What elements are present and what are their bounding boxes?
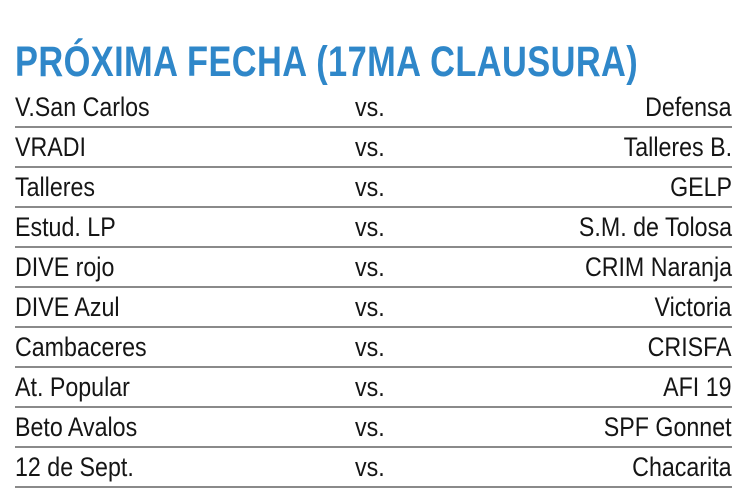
away-team: S.M. de Tolosa: [578, 212, 732, 242]
versus-label: vs.: [355, 412, 385, 442]
fixture-row: Talleres vs. GELP: [15, 168, 732, 208]
versus-label: vs.: [355, 452, 385, 482]
versus-label: vs.: [355, 332, 385, 362]
fixture-row: V.San Carlos vs. Defensa: [15, 88, 732, 128]
fixture-row: Estud. LP vs. S.M. de Tolosa: [15, 208, 732, 248]
away-team: Victoria: [654, 292, 732, 322]
home-team: DIVE rojo: [15, 252, 115, 282]
away-team: Defensa: [645, 92, 732, 122]
home-team: V.San Carlos: [15, 92, 150, 122]
fixture-row: Cambaceres vs. CRISFA: [15, 328, 732, 368]
home-team: Beto Avalos: [15, 412, 138, 442]
home-team: 12 de Sept.: [15, 452, 134, 482]
home-team: DIVE Azul: [15, 292, 120, 322]
away-team: SPF Gonnet: [604, 412, 732, 442]
fixture-row: Beto Avalos vs. SPF Gonnet: [15, 408, 732, 448]
fixture-row: DIVE rojo vs. CRIM Naranja: [15, 248, 732, 288]
fixture-row: At. Popular vs. AFI 19: [15, 368, 732, 408]
fixtures-table: V.San Carlos vs. Defensa VRADI vs. Talleres B…: [15, 88, 732, 488]
away-team: CRIM Naranja: [584, 252, 732, 282]
fixture-row: 12 de Sept. vs. Chacarita: [15, 448, 732, 488]
versus-label: vs.: [355, 92, 385, 122]
away-team: AFI 19: [663, 372, 732, 402]
versus-label: vs.: [355, 252, 385, 282]
fixture-row: VRADI vs. Talleres B.: [15, 128, 732, 168]
away-team: Talleres B.: [623, 132, 732, 162]
versus-label: vs.: [355, 292, 385, 322]
home-team: VRADI: [15, 132, 86, 162]
home-team: At. Popular: [15, 372, 130, 402]
page-title: PRÓXIMA FECHA (17MA CLAUSURA): [15, 38, 639, 86]
versus-label: vs.: [355, 132, 385, 162]
versus-label: vs.: [355, 172, 385, 202]
away-team: Chacarita: [632, 452, 732, 482]
versus-label: vs.: [355, 212, 385, 242]
home-team: Estud. LP: [15, 212, 116, 242]
home-team: Talleres: [15, 172, 96, 202]
away-team: CRISFA: [648, 332, 732, 362]
versus-label: vs.: [355, 372, 385, 402]
fixture-row: DIVE Azul vs. Victoria: [15, 288, 732, 328]
away-team: GELP: [670, 172, 732, 202]
home-team: Cambaceres: [15, 332, 147, 362]
